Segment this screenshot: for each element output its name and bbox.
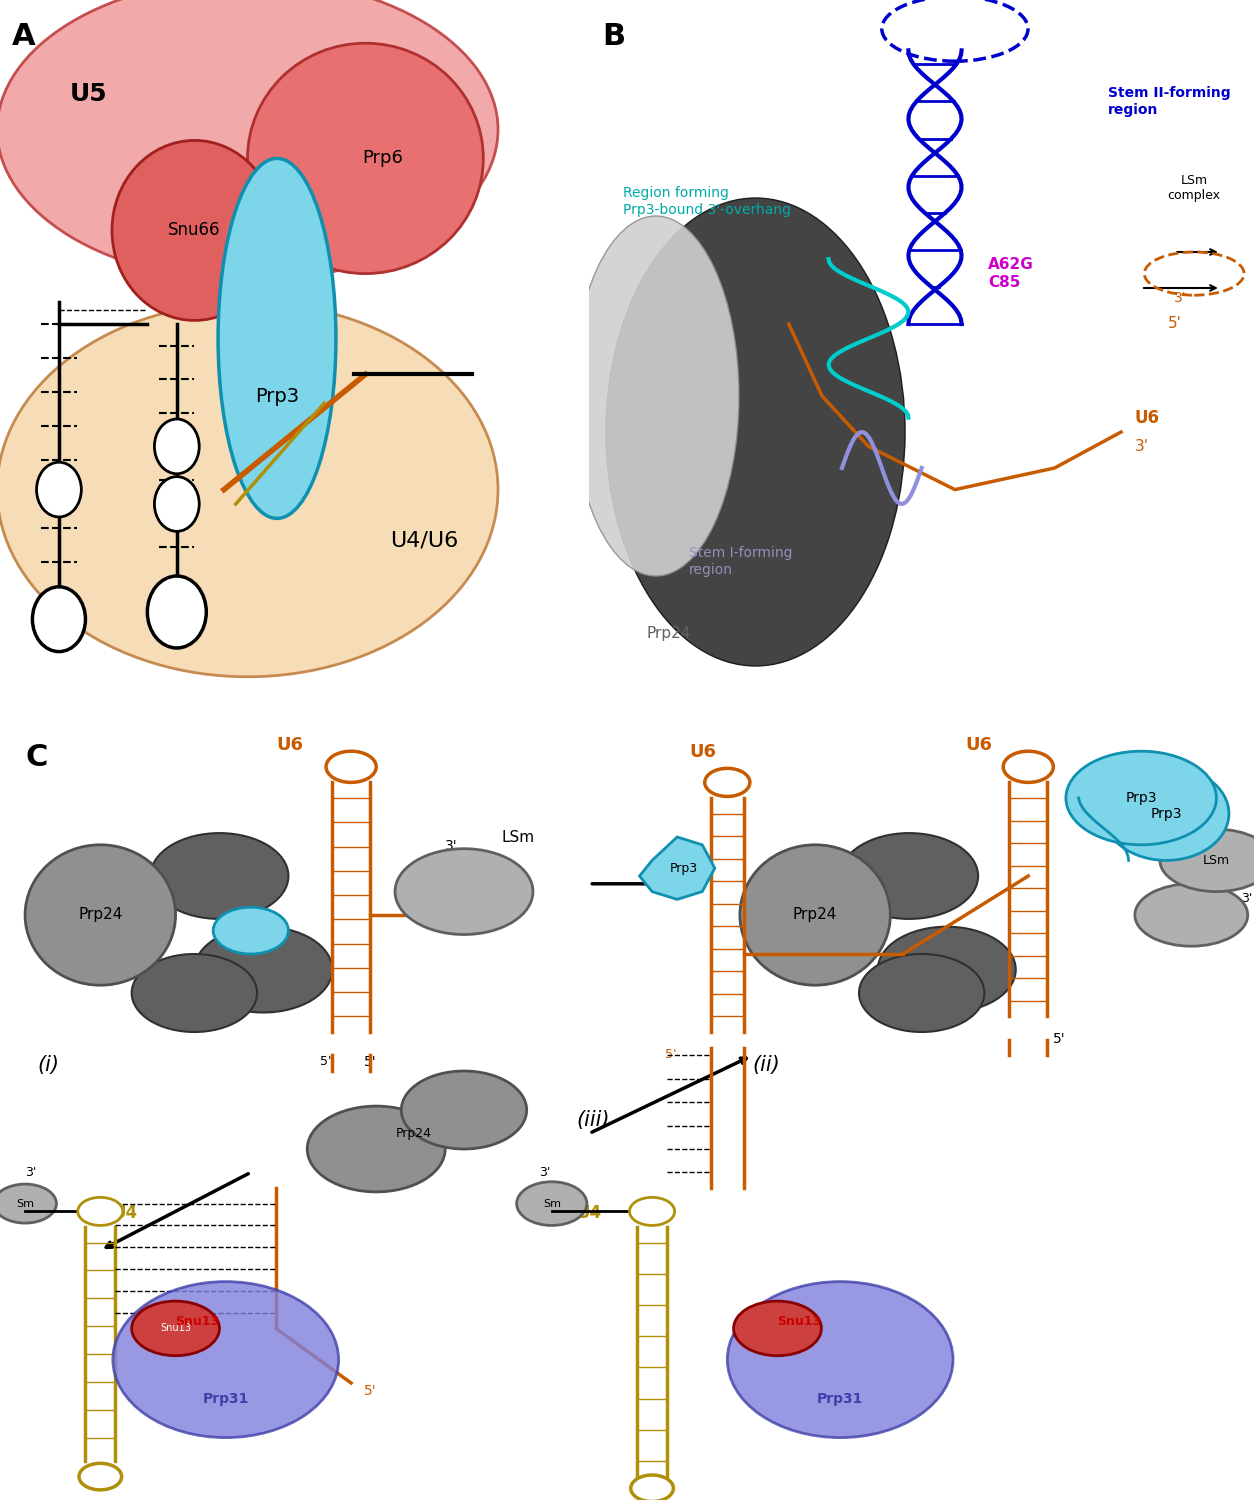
Circle shape xyxy=(631,1474,673,1500)
Ellipse shape xyxy=(25,844,176,986)
Ellipse shape xyxy=(1066,752,1216,844)
Ellipse shape xyxy=(1160,830,1254,891)
Ellipse shape xyxy=(606,198,905,666)
Text: 3': 3' xyxy=(1241,891,1253,904)
Circle shape xyxy=(148,576,206,648)
Text: 3': 3' xyxy=(1216,916,1229,930)
Text: Sm: Sm xyxy=(543,1198,561,1209)
Text: U4/U6: U4/U6 xyxy=(390,530,459,550)
Ellipse shape xyxy=(247,44,483,273)
Text: 5': 5' xyxy=(1167,316,1181,332)
Circle shape xyxy=(859,954,984,1032)
Text: U4: U4 xyxy=(113,1203,138,1221)
Ellipse shape xyxy=(0,0,498,280)
Text: Prp6: Prp6 xyxy=(362,150,404,168)
Circle shape xyxy=(79,1464,122,1490)
Text: 5': 5' xyxy=(364,1384,376,1398)
Text: Prp3: Prp3 xyxy=(1125,790,1157,806)
Ellipse shape xyxy=(0,303,498,676)
Text: 3': 3' xyxy=(539,1166,551,1179)
Circle shape xyxy=(0,1184,56,1222)
Circle shape xyxy=(36,462,82,518)
Circle shape xyxy=(150,833,288,920)
Text: C: C xyxy=(25,744,48,772)
Ellipse shape xyxy=(218,159,336,519)
Circle shape xyxy=(33,586,85,651)
Circle shape xyxy=(840,833,978,920)
Text: U6: U6 xyxy=(690,744,717,762)
Text: Snu13: Snu13 xyxy=(161,1323,191,1334)
Text: Prp24: Prp24 xyxy=(396,1126,431,1140)
Text: LSm: LSm xyxy=(1203,853,1230,867)
Circle shape xyxy=(517,1182,587,1225)
Circle shape xyxy=(132,954,257,1032)
Circle shape xyxy=(395,849,533,934)
Text: LSm: LSm xyxy=(1191,885,1221,898)
Text: Prp24: Prp24 xyxy=(78,908,123,922)
Circle shape xyxy=(154,477,199,531)
Text: 5': 5' xyxy=(1053,1032,1066,1046)
Text: 3': 3' xyxy=(445,839,458,852)
Circle shape xyxy=(213,908,288,954)
Polygon shape xyxy=(640,837,715,900)
Text: U6: U6 xyxy=(966,735,993,753)
Ellipse shape xyxy=(573,216,739,576)
Circle shape xyxy=(307,1106,445,1192)
Text: A: A xyxy=(11,21,35,51)
Text: Stem I-forming
region: Stem I-forming region xyxy=(690,546,793,576)
Circle shape xyxy=(132,1300,219,1356)
Circle shape xyxy=(401,1071,527,1149)
Text: Prp31: Prp31 xyxy=(818,1392,863,1406)
Text: 5': 5' xyxy=(320,1056,331,1068)
Text: LSm
complex: LSm complex xyxy=(1167,174,1220,201)
Ellipse shape xyxy=(113,1281,339,1437)
Ellipse shape xyxy=(1135,884,1248,946)
Circle shape xyxy=(1003,752,1053,783)
Ellipse shape xyxy=(740,844,890,986)
Text: U4: U4 xyxy=(577,1203,602,1221)
Text: Prp31: Prp31 xyxy=(203,1392,248,1406)
Circle shape xyxy=(734,1300,821,1356)
Text: LSm: LSm xyxy=(502,830,534,844)
Text: (ii): (ii) xyxy=(752,1056,780,1076)
Text: Snu13: Snu13 xyxy=(777,1316,821,1329)
Text: Prp3: Prp3 xyxy=(670,861,697,874)
Circle shape xyxy=(630,1197,675,1225)
Text: 3': 3' xyxy=(1135,440,1149,454)
Ellipse shape xyxy=(1104,766,1229,861)
Text: A62G
C85: A62G C85 xyxy=(988,258,1033,290)
Text: Prp3: Prp3 xyxy=(1150,807,1183,820)
Text: 5': 5' xyxy=(364,1056,376,1070)
Text: (iii): (iii) xyxy=(577,1110,611,1130)
Ellipse shape xyxy=(112,141,277,321)
Text: B: B xyxy=(603,21,626,51)
Text: U5: U5 xyxy=(69,81,108,105)
Text: Snu66: Snu66 xyxy=(168,222,221,240)
Text: 5': 5' xyxy=(665,1047,676,1060)
Circle shape xyxy=(878,927,1016,1013)
Text: 5': 5' xyxy=(1210,808,1223,822)
Text: Prp24: Prp24 xyxy=(793,908,838,922)
Text: Region forming
Prp3-bound 3'-overhang: Region forming Prp3-bound 3'-overhang xyxy=(622,186,790,216)
Text: 3': 3' xyxy=(1174,291,1186,306)
Text: Prp24: Prp24 xyxy=(647,626,691,640)
Circle shape xyxy=(326,752,376,783)
Circle shape xyxy=(194,927,332,1013)
Text: 3': 3' xyxy=(25,1166,36,1179)
Ellipse shape xyxy=(727,1281,953,1437)
Text: Stem II-forming
region: Stem II-forming region xyxy=(1107,87,1230,117)
Text: Snu13: Snu13 xyxy=(176,1316,219,1329)
Circle shape xyxy=(705,768,750,796)
Text: U6: U6 xyxy=(276,735,303,753)
Text: Prp3: Prp3 xyxy=(255,387,298,405)
Circle shape xyxy=(78,1197,123,1225)
Text: Sm: Sm xyxy=(16,1198,34,1209)
Text: U6: U6 xyxy=(1135,408,1160,426)
Text: (i): (i) xyxy=(38,1056,60,1076)
Circle shape xyxy=(154,419,199,474)
